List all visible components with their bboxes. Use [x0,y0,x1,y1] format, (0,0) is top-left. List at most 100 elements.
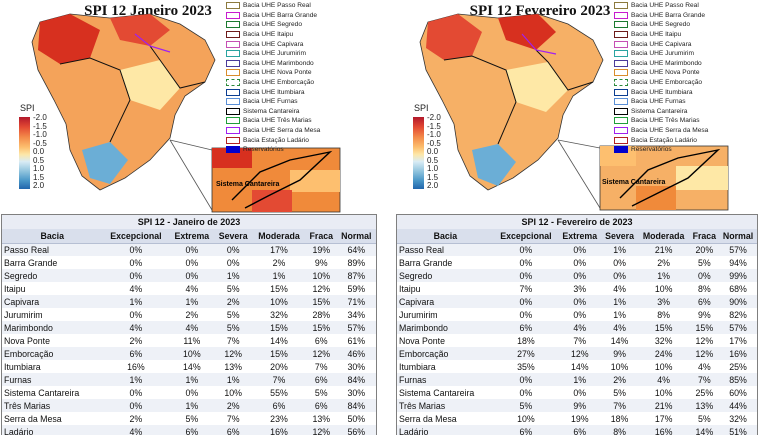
legend-item: Bacia UHE Furnas [614,97,760,107]
percent-cell: 1% [102,373,170,386]
percent-cell: 12% [689,347,720,360]
percent-cell: 9% [558,399,602,412]
percent-cell: 1% [613,309,626,320]
inset-cell [676,166,728,190]
legend-swatch [614,79,628,87]
legend-label: Bacia UHE Nova Ponte [243,69,312,77]
percent-cell: 0% [185,387,199,398]
percent-cell: 13% [312,413,331,424]
column-header: Severa [214,229,252,244]
table-row: Segredo 0% 0% 1% 1% 10% 87% [2,269,376,282]
percent-cell: 1% [251,269,306,282]
column-header: Normal [336,229,376,244]
percent-cell: 11% [183,335,201,346]
table-row: Capivara 0% 0% 1% 3% 6% 90% [397,295,757,308]
legend-label: Reservatórios [243,146,284,154]
percent-cell: 17% [654,413,673,424]
percent-cell: 7% [226,335,240,346]
legend-label: Bacia UHE Marimbondo [631,59,702,67]
table-row: Furnas 1% 1% 1% 7% 6% 84% [2,373,376,386]
legend-label: Bacia UHE Três Marias [631,117,700,125]
table-row: Sistema Cantareira 0% 0% 5% 10% 25% 60% [397,386,757,399]
percent-cell: 1% [169,399,215,412]
percent-cell: 51% [719,425,757,435]
percent-cell: 10% [251,295,306,308]
legend-item: Bacia Estação Ladário [614,135,760,145]
legend-item: Sistema Cantareira [614,107,760,117]
legend-swatch [614,59,628,67]
percent-cell: 82% [729,309,747,320]
legend-swatch [614,31,628,39]
percent-cell: 0% [573,257,587,268]
legend-label: Sistema Cantareira [243,107,300,115]
percent-cell: 7% [519,283,533,294]
percent-cell: 14% [183,361,201,372]
spi-color-bar [413,117,424,189]
legend-item: Reservatórios [614,145,760,155]
percent-cell: 0% [226,257,240,268]
neutral-zone [120,60,180,110]
table-row: Marimbondo 4% 4% 5% 15% 15% 57% [2,321,376,334]
percent-cell: 5% [314,387,328,398]
spi-color-bar [19,117,30,189]
percent-cell: 7% [226,413,240,424]
spi-tick-label: 0.0 [427,147,439,156]
percent-cell: 9% [697,309,711,320]
legend-item: Bacia UHE Passo Real [614,1,760,11]
inset-label: Sistema Cantareira [216,181,280,188]
percent-cell: 12% [695,335,714,346]
legend-item: Bacia UHE Barra Grande [614,11,760,21]
legend-label: Reservatórios [631,146,672,154]
table-body: Passo Real 0% 0% 0% 17% 19% 64% Barra Grande 0% 0… [2,243,376,435]
percent-cell: 6% [314,335,328,346]
basin-name-cell: Sistema Cantareira [4,387,80,398]
legend-label: Bacia UHE Serra da Mesa [243,127,321,135]
legend-swatch [614,98,628,106]
spi-tick-label: 1.0 [33,164,45,173]
percent-cell: 19% [570,413,589,424]
percent-cell: 12% [306,347,337,360]
table-row: Três Marias 0% 1% 2% 6% 6% 84% [2,399,376,412]
basin-name-cell: Itumbiara [4,361,41,372]
percent-cell: 12% [306,425,337,435]
percent-cell: 6% [558,425,602,435]
legend-swatch [614,107,628,115]
legend-swatch [226,79,240,87]
percent-cell: 0% [169,243,215,256]
table-row: Nova Ponte 2% 11% 7% 14% 6% 61% [2,334,376,347]
legend-item: Bacia UHE Itumbiara [614,87,760,97]
spi-tick-label: 1.5 [33,172,45,182]
legend-item: Bacia UHE Segredo [614,20,760,30]
percent-cell: 4% [102,425,170,435]
percent-cell: 16% [127,361,145,372]
percent-cell: 1% [601,295,638,308]
spi-table-grid: Bacia Excepcional Extrema Severa Moderada Fra… [397,229,757,435]
legend-swatch [614,40,628,48]
table-body: Passo Real 0% 0% 1% 21% 20% 57% Barra Grande 0% 0… [397,243,757,435]
legend-swatch [614,2,628,10]
percent-cell: 20% [270,361,288,372]
legend-label: Bacia UHE Jurumirim [631,50,695,58]
percent-cell: 10% [306,269,337,282]
percent-cell: 5% [226,283,240,294]
inset-cantareira-outline [231,150,333,209]
basin-outline [443,55,517,145]
table-row: Capivara 1% 1% 2% 10% 15% 71% [2,295,376,308]
percent-cell: 1% [169,373,215,386]
spi-scale-label: SPI [414,103,429,113]
column-header: Bacia [397,229,494,244]
column-header: Excepcional [102,229,170,244]
basin-name-cell: Jurumirim [399,309,438,320]
basin-name-cell: Três Marias [397,399,494,412]
percent-cell: 7% [251,373,306,386]
legend-item: Bacia UHE Itaipu [226,30,376,40]
legend-label: Bacia UHE Serra da Mesa [631,127,709,135]
legend-swatch [226,98,240,106]
table-row: Barra Grande 0% 0% 0% 2% 5% 94% [397,256,757,269]
percent-cell: 9% [314,257,328,268]
percent-cell: 15% [306,321,337,334]
percent-cell: 10% [610,361,629,372]
percent-cell: 84% [336,373,376,386]
basin-outline [149,45,206,89]
percent-cell: 18% [610,413,629,424]
